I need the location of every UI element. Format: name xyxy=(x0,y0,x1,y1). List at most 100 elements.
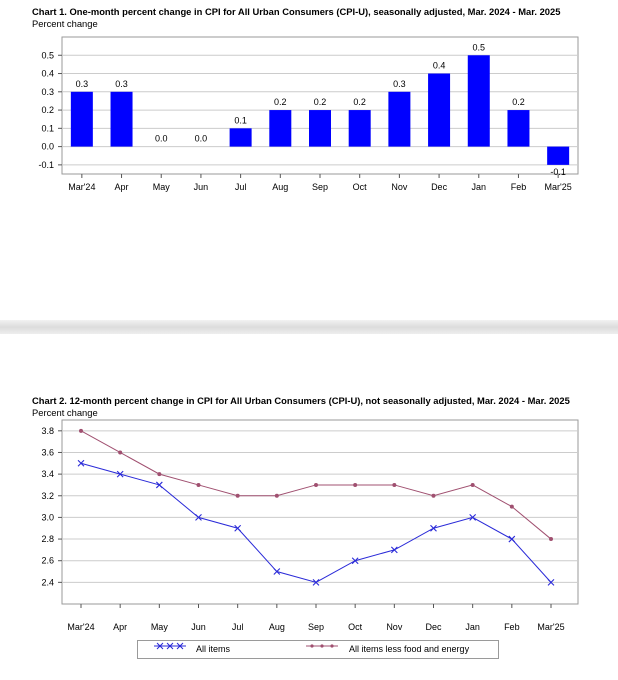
chart1-x-tick-label: Aug xyxy=(272,182,288,192)
chart1-data-label: 0.4 xyxy=(433,61,446,71)
chart2-x-tick-label: Jun xyxy=(191,622,206,632)
section-divider xyxy=(0,320,618,334)
chart2-y-axis-label: Percent change xyxy=(32,407,98,418)
chart2-panel: Chart 2. 12-month percent change in CPI … xyxy=(0,334,618,680)
chart1-x-tick-label: Apr xyxy=(115,182,129,192)
chart1-data-label: 0.0 xyxy=(195,134,208,144)
chart2-y-tick-label: 2.4 xyxy=(41,577,54,587)
all-items-point xyxy=(312,578,320,586)
legend-core-label: All items less food and energy xyxy=(349,644,470,654)
chart1-bar xyxy=(269,110,292,147)
all-items-point xyxy=(430,524,437,532)
chart1-y-tick-label: 0.3 xyxy=(41,87,54,97)
all-items-point xyxy=(469,514,477,521)
chart2-plot-area xyxy=(61,419,579,605)
chart1-data-label: 0.2 xyxy=(512,97,525,107)
chart1-x-tick-label: Jun xyxy=(194,182,209,192)
chart1-x-tick-label: Oct xyxy=(353,182,368,192)
chart1-bar xyxy=(428,73,451,147)
legend-core-swatch xyxy=(306,644,338,648)
chart2-y-tick-label: 3.2 xyxy=(41,491,54,501)
core-point xyxy=(470,482,475,487)
chart2-x-tick-label: Apr xyxy=(113,622,127,632)
chart2-x-tick-label: Oct xyxy=(348,622,363,632)
all-items-point xyxy=(116,470,124,478)
chart1-plot: 0.5 0.4 0.3 0.2 0.1 0.0 -0.1 0.3 Mar'24 0.3 Apr 0.0… xyxy=(38,36,579,192)
chart1-x-tick-label: Mar'24 xyxy=(68,182,95,192)
chart2-x-tick-label: Jul xyxy=(232,622,244,632)
chart2-title: Chart 2. 12-month percent change in CPI … xyxy=(32,395,570,406)
all-items-point xyxy=(390,546,398,554)
core-point xyxy=(509,504,514,509)
all-items-point xyxy=(547,578,555,586)
chart2-x-tick-label: Aug xyxy=(269,622,285,632)
chart2-x-tick-label: Mar'24 xyxy=(67,622,94,632)
chart2-legend: All items All items less food and energy xyxy=(137,640,499,659)
all-items-point xyxy=(77,459,85,467)
all-items-point xyxy=(273,568,281,575)
chart1-y-tick-label: 0.4 xyxy=(41,69,54,79)
chart1-x-tick-label: Mar'25 xyxy=(545,182,572,192)
core-point xyxy=(549,537,553,542)
chart2-plot: 3.8 3.6 3.4 3.2 3.0 2.8 2.6 2.4 Mar'24 Apr May Jun J… xyxy=(41,419,579,632)
chart1-x-tick-label: Sep xyxy=(312,182,328,192)
chart2-x-tick-label: Nov xyxy=(386,622,403,632)
chart1-y-tick-label: 0.5 xyxy=(41,50,54,60)
all-items-point xyxy=(234,524,242,532)
chart2-x-tick-label: Mar'25 xyxy=(537,622,564,632)
chart1-x-tick-label: Nov xyxy=(391,182,408,192)
chart1-title: Chart 1. One-month percent change in CPI… xyxy=(32,6,561,17)
core-point xyxy=(79,428,83,433)
chart1-data-label: 0.5 xyxy=(473,42,486,52)
chart1-data-label: -0.1 xyxy=(550,167,566,177)
all-items-point xyxy=(508,535,516,543)
chart1-bar xyxy=(229,128,252,147)
chart1-data-label: 0.0 xyxy=(155,134,168,144)
chart2-y-tick-label: 3.4 xyxy=(41,469,54,479)
chart1-x-tick-label: Feb xyxy=(511,182,527,192)
chart1-x-tick-label: Dec xyxy=(431,182,448,192)
chart2-x-tick-label: Dec xyxy=(425,622,442,632)
all-items-point xyxy=(195,514,202,521)
chart2-x-tick-label: Feb xyxy=(504,622,520,632)
chart1-x-tick-label: Jul xyxy=(235,182,247,192)
chart1-y-axis-label: Percent change xyxy=(32,18,98,29)
core-point xyxy=(157,472,162,477)
chart2-y-tick-label: 3.6 xyxy=(41,447,54,457)
chart1-bar xyxy=(70,91,93,147)
chart2-y-tick-label: 2.6 xyxy=(41,556,54,566)
chart1-x-tick-label: Jan xyxy=(472,182,487,192)
core-point xyxy=(392,482,397,487)
chart1-data-label: 0.1 xyxy=(234,115,247,125)
chart1-y-tick-label: -0.1 xyxy=(38,160,54,170)
chart1-data-label: 0.2 xyxy=(353,97,366,107)
chart1-data-label: 0.3 xyxy=(76,79,89,89)
core-point xyxy=(431,493,436,498)
all-items-point xyxy=(155,481,163,489)
chart2-y-tick-label: 3.0 xyxy=(41,512,54,522)
chart2-y-tick-label: 2.8 xyxy=(41,534,54,544)
all-items-point xyxy=(351,557,359,565)
chart1-x-tick-label: May xyxy=(153,182,171,192)
chart1-data-label: 0.2 xyxy=(314,97,327,107)
chart1-bar xyxy=(547,146,570,165)
core-point xyxy=(118,450,123,455)
core-point xyxy=(196,482,201,487)
chart1-y-tick-label: 0.2 xyxy=(41,105,54,115)
core-point xyxy=(274,493,279,498)
chart1-y-tick-label: 0.0 xyxy=(41,142,54,152)
chart1-y-tick-label: 0.1 xyxy=(41,123,54,133)
chart1-bar xyxy=(110,91,133,147)
chart2-x-tick-label: May xyxy=(151,622,169,632)
core-point xyxy=(235,493,240,498)
chart1-bar xyxy=(309,110,331,147)
chart2-x-tick-label: Jan xyxy=(465,622,480,632)
chart2-y-tick-label: 3.8 xyxy=(41,426,54,436)
chart1-bar xyxy=(507,110,530,147)
chart1-data-label: 0.3 xyxy=(115,79,128,89)
chart1-panel: Chart 1. One-month percent change in CPI… xyxy=(0,0,618,320)
chart1-bar xyxy=(388,91,411,147)
core-point xyxy=(314,482,318,487)
core-point xyxy=(353,482,358,487)
legend-all-items-swatch xyxy=(154,642,186,650)
